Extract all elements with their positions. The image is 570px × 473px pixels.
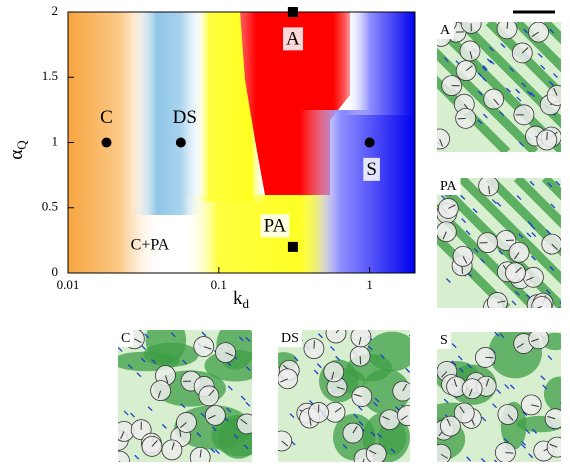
particle-dir [431,179,438,183]
x-tick-label: 0.01 [57,277,80,292]
green-blob [143,343,198,367]
x-tick-label: 1 [366,277,373,292]
point-square [288,242,298,252]
y-tick-label: 1.5 [42,68,58,83]
point-label: A [286,28,300,49]
point-circle [176,138,186,148]
y-tick-label: 2 [52,3,59,18]
y-tick-label: 0.5 [42,199,58,214]
panel-label: PA [440,179,458,194]
particle-dir [120,461,122,469]
phase-regions [68,12,415,273]
region-s [300,110,415,273]
y-axis-label-sub: Q [14,140,29,150]
annotation: C+PA [131,237,170,254]
particle-dir [547,132,548,140]
panel-label: C [121,331,130,346]
point-label: S [366,159,377,180]
y-axis-label-main: α [6,150,27,160]
particle-dir [505,453,513,454]
particle-dir [440,17,446,22]
particle-dir [458,118,466,119]
panel-label: S [440,333,448,348]
point-label: DS [173,107,197,128]
panel-label: A [440,23,451,38]
x-tick-label: 0.1 [211,277,227,292]
x-axis-label-sub: d [243,296,250,311]
arrow [559,307,563,311]
green-blob [367,332,417,372]
figure: C+PA kd αQ A PA C DS S 0.01 0.1 1 0 0.5 1 1.5 2 C DS A… [0,0,570,473]
y-tick-label: 1 [52,133,59,148]
arrow [560,402,564,406]
panel [412,326,570,464]
y-tick-label: 0 [52,264,59,279]
particle [498,404,518,424]
x-axis-label: kd [233,288,250,311]
y-axis-label: αQ [6,140,29,160]
point-circle [365,138,375,148]
point-circle [101,138,111,148]
panel-label: DS [281,331,299,346]
point-label: C [100,107,113,128]
point-square [288,7,298,17]
region-s-top [345,12,415,115]
x-axis-label-main: k [233,288,243,309]
point-label: PA [264,215,287,236]
